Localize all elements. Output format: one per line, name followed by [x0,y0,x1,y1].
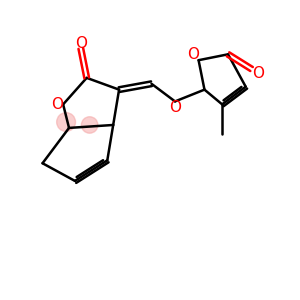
Text: O: O [75,37,87,52]
Circle shape [81,117,98,133]
Text: O: O [169,100,181,116]
Text: O: O [187,47,199,62]
Text: O: O [252,66,264,81]
Text: O: O [51,97,63,112]
Circle shape [57,112,76,131]
